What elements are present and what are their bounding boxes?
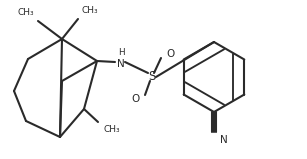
Text: N: N: [220, 135, 228, 145]
Text: O: O: [132, 94, 140, 104]
Text: CH₃: CH₃: [103, 125, 120, 134]
Text: O: O: [166, 49, 174, 59]
Text: CH₃: CH₃: [82, 6, 99, 15]
Text: S: S: [148, 70, 156, 83]
Text: N: N: [117, 59, 125, 69]
Text: H: H: [118, 48, 124, 57]
Text: CH₃: CH₃: [17, 8, 34, 17]
